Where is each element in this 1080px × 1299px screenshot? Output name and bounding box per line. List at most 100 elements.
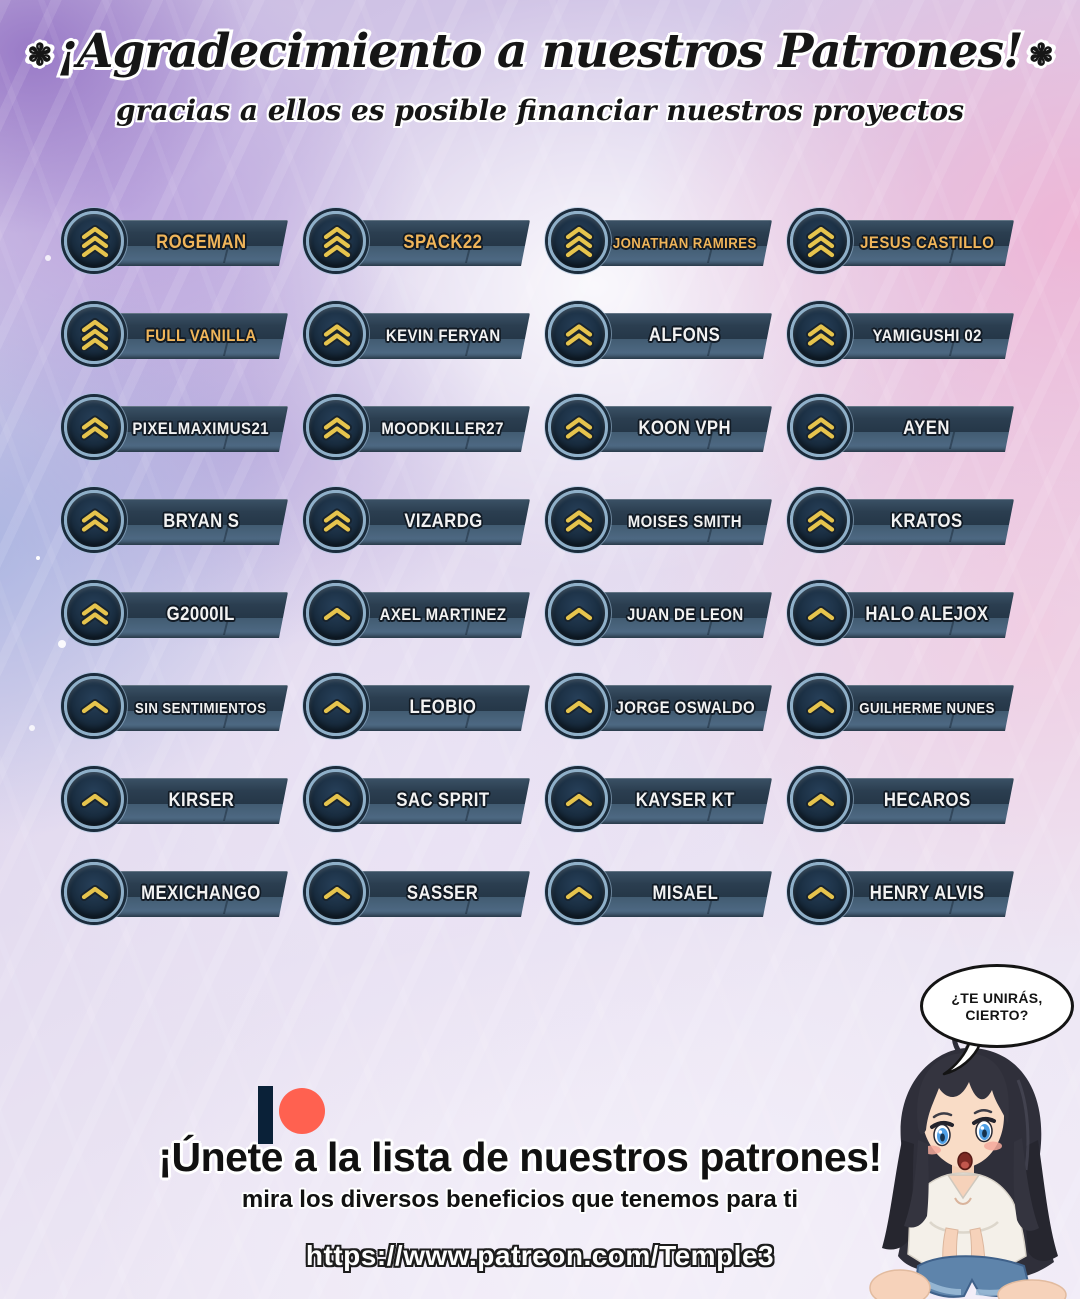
rank-chevron-2-icon [548, 490, 608, 550]
rank-chevron-3-icon [548, 211, 608, 271]
patron-name: HALO ALEJOX [865, 604, 989, 625]
patron-name: SASSER [407, 883, 479, 904]
patron-name: KOON VPH [638, 418, 732, 439]
patron-badge: PIXELMAXIMUS21 [64, 396, 290, 462]
rank-chevron-1-icon [790, 676, 850, 736]
join-benefits-text: mira los diversos beneficios que tenemos… [241, 1186, 799, 1213]
patron-badge: GUILHERME NUNES [790, 675, 1016, 741]
floral-ornament-right-icon: ❃ [1028, 37, 1054, 73]
rank-chevron-2-icon [64, 397, 124, 457]
speech-bubble-line1: ¿TE UNIRÁS, [951, 989, 1043, 1006]
patron-badge: HALO ALEJOX [790, 582, 1016, 648]
patron-badge: AXEL MARTINEZ [306, 582, 532, 648]
patron-badge: BRYAN S [64, 489, 290, 555]
patron-name: MOISES SMITH [627, 512, 743, 531]
rank-chevron-2-icon [790, 304, 850, 364]
patron-name: KRATOS [891, 511, 963, 532]
patron-badge: SIN SENTIMIENTOS [64, 675, 290, 741]
rank-chevron-3-icon [64, 304, 124, 364]
rank-chevron-1-icon [306, 862, 366, 922]
patron-name: JUAN DE LEON [626, 605, 744, 624]
patron-badge: KAYSER KT [548, 768, 774, 834]
patron-name: AYEN [903, 418, 951, 439]
patreon-logo-bar [258, 1086, 273, 1144]
rank-chevron-1-icon [548, 769, 608, 829]
rank-chevron-3-icon [790, 211, 850, 271]
patron-badge: HENRY ALVIS [790, 861, 1016, 927]
page-title: ❃ ¡Agradecimiento a nuestros Patrones! ❃ [0, 24, 1080, 79]
speech-bubble-tail [942, 1039, 986, 1083]
patron-badge: KIRSER [64, 768, 290, 834]
page-subtitle: gracias a ellos es posible financiar nue… [116, 94, 964, 127]
patron-name: SPACK22 [403, 232, 483, 253]
patron-badge: AYEN [790, 396, 1016, 462]
patron-name: AXEL MARTINEZ [379, 605, 507, 624]
join-call-to-action: ¡Únete a la lista de nuestros patrones! [158, 1134, 882, 1180]
patron-badge: JORGE OSWALDO [548, 675, 774, 741]
patron-name: MISAEL [652, 883, 718, 904]
patron-name: PIXELMAXIMUS21 [132, 419, 270, 438]
rank-chevron-2-icon [790, 490, 850, 550]
patron-badge: LEOBIO [306, 675, 532, 741]
patron-badge: MEXICHANGO [64, 861, 290, 927]
patron-badge: KEVIN FERYAN [306, 303, 532, 369]
rank-chevron-1-icon [790, 769, 850, 829]
rank-chevron-1-icon [64, 676, 124, 736]
rank-chevron-2-icon [306, 304, 366, 364]
rank-chevron-1-icon [790, 583, 850, 643]
patron-name: HECAROS [883, 790, 971, 811]
rank-chevron-1-icon [64, 862, 124, 922]
patron-badge: ROGEMAN [64, 210, 290, 276]
patron-name: KAYSER KT [635, 790, 735, 811]
patron-badge: MISAEL [548, 861, 774, 927]
patron-badge: SPACK22 [306, 210, 532, 276]
patron-badge: MOISES SMITH [548, 489, 774, 555]
rank-chevron-2-icon [548, 397, 608, 457]
rank-chevron-1-icon [548, 583, 608, 643]
rank-chevron-1-icon [306, 676, 366, 736]
patron-name: BRYAN S [162, 511, 240, 532]
patron-name: SAC SPRIT [396, 790, 490, 811]
rank-chevron-2-icon [306, 490, 366, 550]
patron-badge: JUAN DE LEON [548, 582, 774, 648]
rank-chevron-1-icon [548, 862, 608, 922]
patron-name: JESUS CASTILLO [859, 233, 995, 252]
speech-bubble: ¿TE UNIRÁS, CIERTO? [920, 964, 1074, 1048]
patron-name: JONATHAN RAMIRES [613, 234, 757, 252]
patron-name: GUILHERME NUNES [859, 699, 995, 717]
floral-ornament-left-icon: ❃ [27, 37, 52, 73]
patron-badge: KOON VPH [548, 396, 774, 462]
rank-chevron-2-icon [790, 397, 850, 457]
patron-name: MEXICHANGO [141, 883, 261, 904]
patron-name: VIZARDG [403, 511, 483, 532]
patron-badge: FULL VANILLA [64, 303, 290, 369]
patron-badge: G2000IL [64, 582, 290, 648]
rank-chevron-1-icon [790, 862, 850, 922]
rank-chevron-2-icon [64, 490, 124, 550]
patron-badge: JONATHAN RAMIRES [548, 210, 774, 276]
rank-chevron-2-icon [64, 583, 124, 643]
patron-name: YAMIGUSHI 02 [872, 326, 982, 345]
patreon-url: https://www.patreon.com/Temple3 [305, 1240, 775, 1271]
patron-name: SIN SENTIMIENTOS [135, 699, 267, 717]
patron-name: ALFONS [649, 325, 721, 346]
rank-chevron-1-icon [306, 583, 366, 643]
patrons-grid: ROGEMAN SPACK22 JONATHAN RAMIRES JESUS CAST… [64, 210, 1016, 927]
patron-badge: KRATOS [790, 489, 1016, 555]
patreon-logo-circle [279, 1088, 325, 1134]
patron-name: MOODKILLER27 [381, 419, 505, 438]
patron-badge: ALFONS [548, 303, 774, 369]
patreon-logo-icon [258, 1086, 328, 1146]
rank-chevron-2-icon [306, 397, 366, 457]
page-title-text: ¡Agradecimiento a nuestros Patrones! [57, 24, 1023, 79]
patron-badge: HECAROS [790, 768, 1016, 834]
patron-name: LEOBIO [409, 697, 477, 718]
anime-girl-illustration [842, 1020, 1080, 1299]
patron-badge: SAC SPRIT [306, 768, 532, 834]
patron-name: KIRSER [168, 790, 234, 811]
patron-name: KEVIN FERYAN [385, 326, 501, 345]
rank-chevron-1-icon [548, 676, 608, 736]
patron-name: JORGE OSWALDO [615, 698, 755, 717]
patron-badge: SASSER [306, 861, 532, 927]
